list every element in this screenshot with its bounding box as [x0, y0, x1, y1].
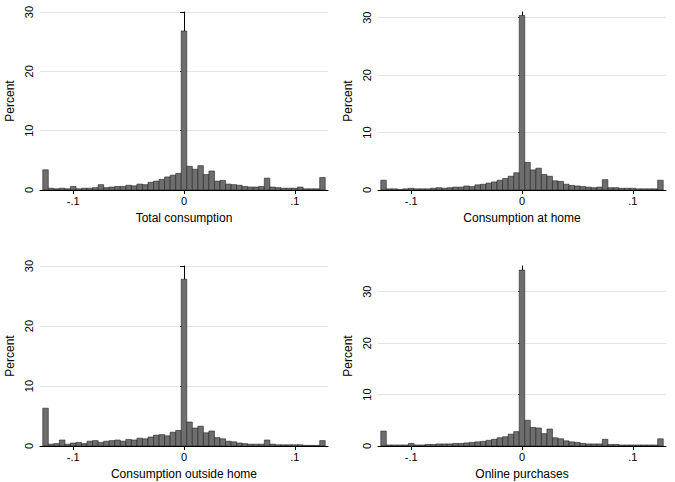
svg-text:Percent: Percent: [3, 335, 17, 377]
svg-text:30: 30: [23, 260, 35, 272]
svg-text:30: 30: [361, 286, 373, 298]
svg-text:0: 0: [23, 443, 35, 449]
svg-text:-.1: -.1: [405, 451, 418, 463]
svg-text:20: 20: [361, 69, 373, 81]
svg-text:0: 0: [361, 187, 373, 193]
svg-text:.1: .1: [290, 195, 299, 207]
svg-text:.1: .1: [628, 195, 637, 207]
svg-text:0: 0: [181, 195, 187, 207]
svg-text:30: 30: [361, 12, 373, 24]
svg-text:0: 0: [181, 451, 187, 463]
svg-text:0: 0: [519, 195, 525, 207]
svg-text:-.1: -.1: [67, 451, 80, 463]
svg-text:10: 10: [23, 125, 35, 137]
svg-text:Percent: Percent: [3, 80, 17, 122]
svg-text:-.1: -.1: [405, 195, 418, 207]
svg-text:20: 20: [361, 337, 373, 349]
svg-text:10: 10: [23, 380, 35, 392]
svg-text:30: 30: [23, 6, 35, 18]
svg-text:20: 20: [23, 320, 35, 332]
svg-text:Percent: Percent: [341, 80, 355, 122]
svg-text:10: 10: [361, 388, 373, 400]
svg-text:0: 0: [519, 451, 525, 463]
svg-text:-.1: -.1: [67, 195, 80, 207]
svg-text:0: 0: [23, 187, 35, 193]
svg-text:Consumption outside home: Consumption outside home: [111, 467, 257, 481]
svg-text:10: 10: [361, 126, 373, 138]
svg-text:0: 0: [361, 443, 373, 449]
svg-text:Percent: Percent: [341, 335, 355, 377]
svg-text:.1: .1: [628, 451, 637, 463]
svg-text:Total consumption: Total consumption: [136, 211, 233, 225]
svg-text:Online purchases: Online purchases: [475, 467, 568, 481]
svg-text:.1: .1: [290, 451, 299, 463]
svg-text:20: 20: [23, 65, 35, 77]
svg-text:Consumption at home: Consumption at home: [463, 211, 581, 225]
